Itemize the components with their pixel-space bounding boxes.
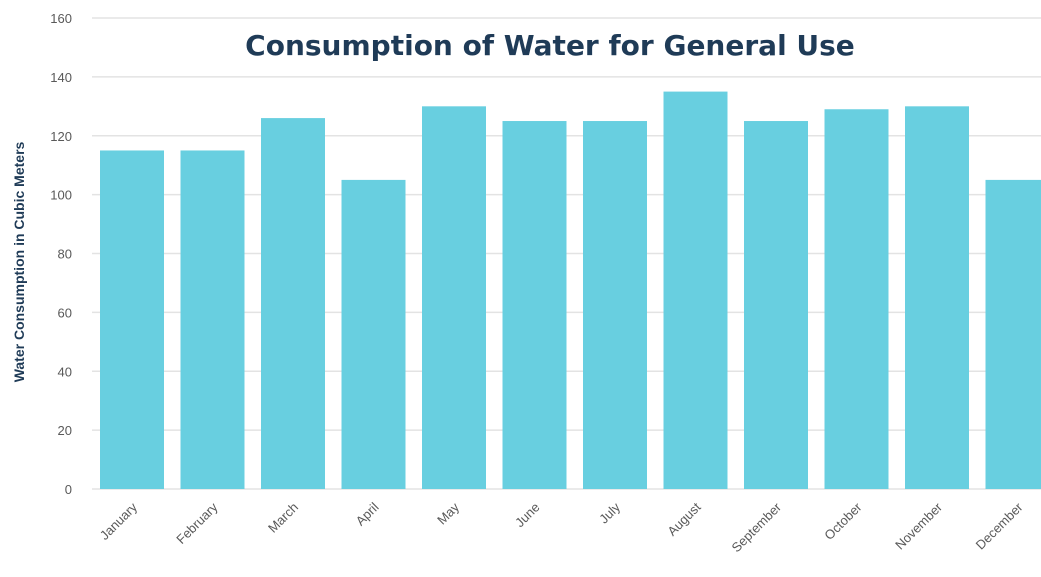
y-axis-title: Water Consumption in Cubic Meters [11,141,27,382]
bars [100,91,1041,490]
y-tick-label: 80 [58,247,72,262]
bar-november [905,106,969,489]
x-tick-label: January [97,499,141,543]
y-tick-label: 120 [50,129,72,144]
y-tick-label: 20 [58,423,72,438]
x-tick-label: July [596,499,623,526]
x-tick-label: September [729,499,785,555]
x-tick-label: May [434,499,462,527]
bar-july [583,121,647,489]
y-tick-label: 0 [65,482,72,497]
bar-january [100,150,164,489]
x-tick-label: August [664,499,703,538]
x-tick-label: June [512,500,543,531]
bar-february [180,150,245,489]
bar-december [985,179,1041,489]
bar-april [341,179,406,489]
x-axis-labels: January February March April May June July Augu… [97,499,1026,555]
y-axis-ticks: 0 20 40 60 80 100 120 140 160 [50,11,72,497]
bar-august [663,91,728,489]
y-tick-label: 40 [58,364,72,379]
x-tick-label: April [353,499,382,528]
x-tick-label: March [265,500,301,536]
y-tick-label: 100 [50,188,72,203]
x-tick-label: October [821,499,865,543]
bar-september [744,121,808,489]
y-tick-label: 140 [50,70,72,85]
x-tick-label: November [892,499,945,552]
bar-march [261,118,325,490]
bar-june [502,121,567,489]
x-tick-label: February [173,499,221,547]
x-tick-label: December [973,499,1026,552]
bar-october [824,109,889,489]
y-tick-label: 160 [50,11,72,26]
y-tick-label: 60 [58,305,72,320]
chart-title: Consumption of Water for General Use [245,29,855,62]
bar-may [422,106,486,489]
